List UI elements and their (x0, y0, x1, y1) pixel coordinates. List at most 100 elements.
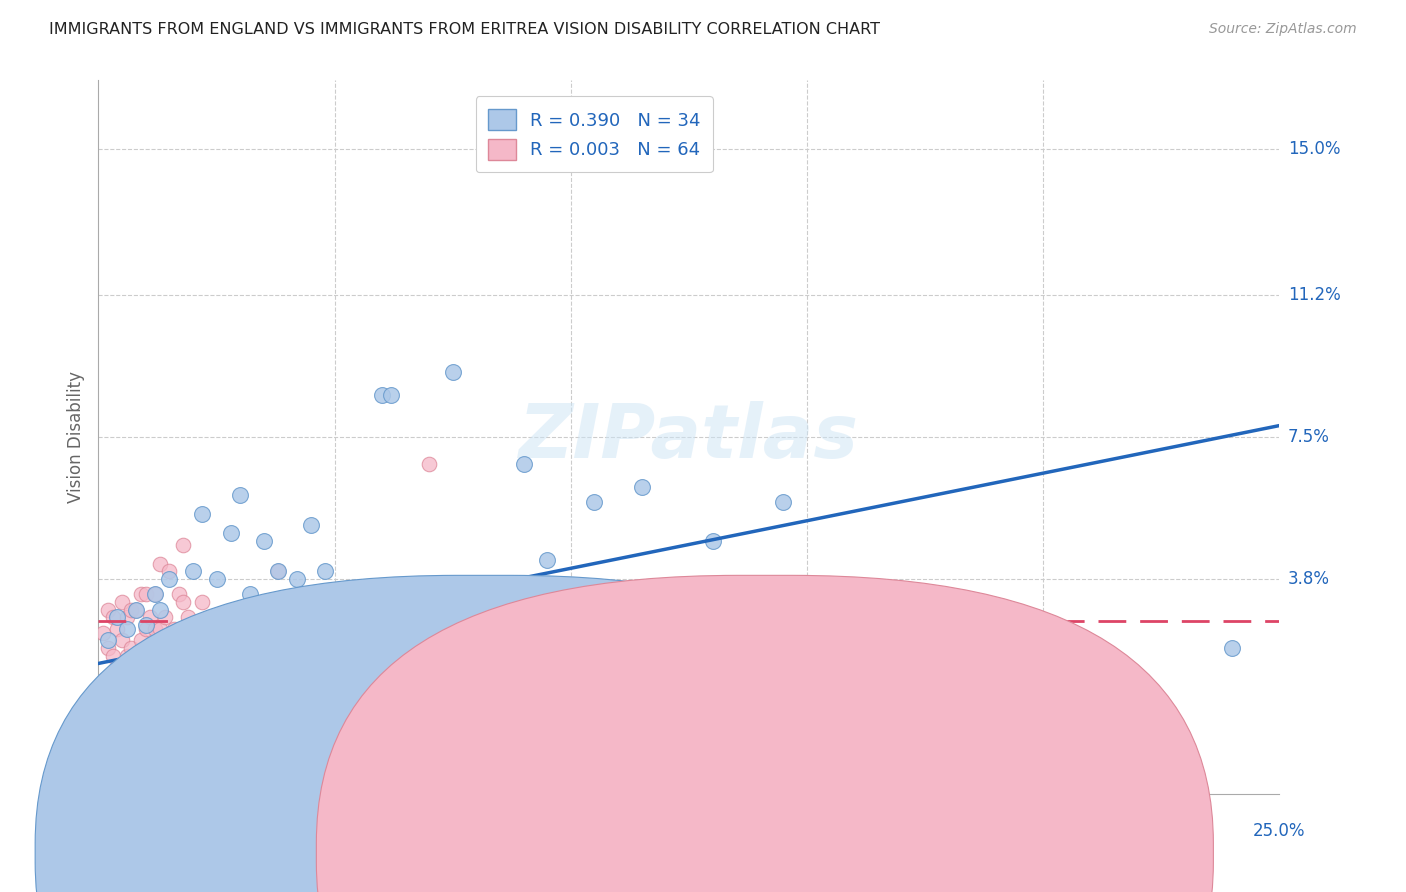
Point (314, 633, 336, 648)
Point (111, 595, 134, 609)
Point (253, 533, 276, 548)
Point (702, 533, 724, 548)
Point (267, 565, 290, 579)
Point (239, 618, 262, 632)
Point (253, 633, 276, 648)
Point (115, 648, 138, 663)
Point (149, 622, 172, 636)
Point (219, 526, 242, 541)
Point (1102, 660, 1125, 674)
Point (820, 591, 842, 606)
Point (295, 641, 318, 656)
Point (205, 572, 228, 586)
Point (157, 572, 180, 586)
Point (125, 603, 148, 617)
Point (630, 480, 652, 494)
Point (135, 622, 157, 636)
Text: Source: ZipAtlas.com: Source: ZipAtlas.com (1209, 22, 1357, 37)
Point (163, 660, 186, 674)
Point (129, 587, 152, 601)
Point (111, 633, 134, 648)
Point (233, 633, 256, 648)
Point (105, 622, 128, 636)
Text: 15.0%: 15.0% (1288, 140, 1340, 159)
Legend: R = 0.390   N = 34, R = 0.003   N = 64: R = 0.390 N = 34, R = 0.003 N = 64 (475, 96, 713, 172)
Text: 3.8%: 3.8% (1288, 570, 1330, 588)
Point (285, 633, 308, 648)
Point (167, 587, 190, 601)
Point (101, 610, 124, 624)
Point (890, 614, 912, 628)
Point (205, 622, 228, 636)
Point (229, 488, 252, 502)
Point (143, 622, 166, 636)
Point (247, 610, 270, 624)
Point (512, 610, 534, 624)
Point (121, 641, 143, 656)
Point (191, 595, 214, 609)
Point (418, 457, 440, 471)
Point (135, 618, 157, 632)
Point (105, 660, 128, 674)
Point (219, 648, 242, 663)
Point (181, 622, 204, 636)
Point (195, 633, 218, 648)
Point (333, 648, 356, 663)
Point (163, 622, 186, 636)
Point (394, 633, 416, 648)
Point (97, 603, 120, 617)
Point (181, 641, 204, 656)
Point (129, 633, 152, 648)
Point (276, 622, 298, 636)
Point (380, 388, 402, 402)
Point (172, 595, 194, 609)
Point (121, 603, 143, 617)
Point (125, 603, 148, 617)
Point (323, 625, 346, 640)
Point (149, 557, 172, 571)
Point (149, 603, 172, 617)
Text: ZIPatlas: ZIPatlas (519, 401, 859, 474)
Point (371, 622, 394, 636)
Text: 25.0%: 25.0% (1253, 822, 1306, 839)
Point (125, 657, 148, 671)
Point (139, 610, 162, 624)
Point (209, 622, 232, 636)
Point (153, 610, 176, 624)
Text: 0.0%: 0.0% (77, 822, 120, 839)
Point (172, 537, 194, 551)
Point (115, 610, 138, 624)
Point (371, 388, 394, 402)
Point (1220, 641, 1243, 656)
Point (187, 648, 209, 663)
Y-axis label: Vision Disability: Vision Disability (66, 371, 84, 503)
Point (229, 603, 252, 617)
Point (285, 572, 308, 586)
Point (115, 622, 138, 636)
Point (347, 672, 370, 686)
Point (143, 587, 166, 601)
Point (157, 565, 180, 579)
Point (135, 587, 157, 601)
Point (105, 610, 128, 624)
Point (465, 622, 488, 636)
Point (239, 587, 262, 601)
Point (314, 565, 336, 579)
Point (536, 553, 558, 567)
Point (191, 507, 214, 521)
Point (257, 622, 280, 636)
Text: Immigrants from England: Immigrants from England (534, 845, 730, 859)
Point (215, 641, 238, 656)
Point (299, 518, 322, 533)
Point (91, 625, 114, 640)
Text: IMMIGRANTS FROM ENGLAND VS IMMIGRANTS FROM ERITREA VISION DISABILITY CORRELATION: IMMIGRANTS FROM ENGLAND VS IMMIGRANTS FR… (49, 22, 880, 37)
Point (281, 622, 304, 636)
Point (139, 641, 162, 656)
Point (305, 610, 328, 624)
Point (101, 648, 124, 663)
Point (1008, 648, 1031, 663)
Point (97, 633, 120, 648)
Point (181, 565, 204, 579)
Text: Immigrants from Eritrea: Immigrants from Eritrea (815, 845, 1000, 859)
Point (172, 622, 194, 636)
